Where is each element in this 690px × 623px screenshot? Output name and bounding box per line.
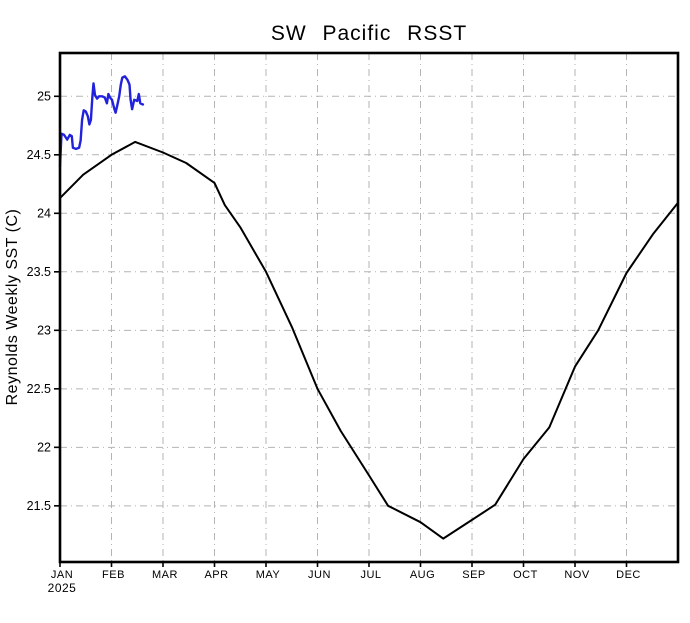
month-label: OCT [513,569,538,581]
y-tick-label: 24.5 [27,148,51,162]
series-line-climatology-black [59,140,679,540]
y-tick-labels: 25 24.5 24 23.5 23 22.5 22 21.5 [27,89,51,513]
month-label: JUL [360,569,381,581]
y-tick-label: 23.5 [27,265,51,279]
y-tick-label: 21.5 [27,499,51,513]
chart-title: SW Pacific RSST [271,22,467,45]
month-label: FEB [102,569,125,581]
month-label: DEC [616,569,641,581]
month-label: MAR [152,569,178,581]
month-label: MAY [256,569,281,581]
month-label: AUG [410,569,435,581]
month-label: SEP [462,569,486,581]
y-axis-label: Reynolds Weekly SST (C) [4,209,21,406]
y-tick-label: 24 [37,206,51,220]
y-tick-label: 25 [37,89,51,103]
y-tick-label: 23 [37,323,51,337]
x-tick-labels: JAN FEB MAR APR MAY JUN JUL AUG SEP OCT NOV DEC [51,569,641,581]
y-tick-label: 22.5 [27,382,51,396]
month-label: JUN [308,569,331,581]
gridlines [60,53,678,562]
month-label: JAN [51,569,73,581]
axis-ticks [54,95,628,567]
month-label: APR [204,569,228,581]
series-line-weekly-sst-2025-blue [58,75,145,168]
y-tick-label: 22 [37,440,51,454]
data-series [58,75,679,540]
month-label: NOV [564,569,590,581]
year-label: 2025 [48,581,77,595]
